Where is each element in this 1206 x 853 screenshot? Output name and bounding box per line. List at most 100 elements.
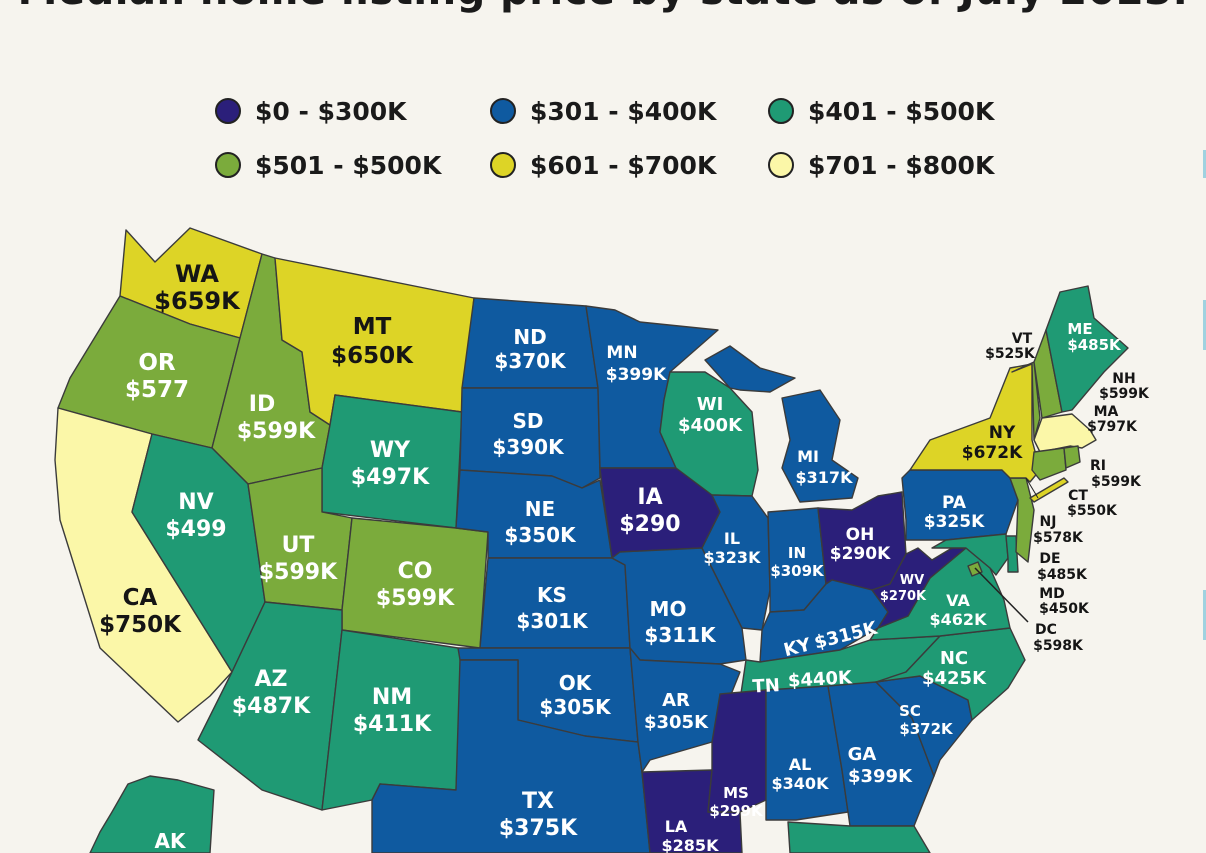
label-ut-price: $599K [259,560,338,585]
label-al-abbr: AL [789,755,812,774]
legend-item-b4: $501 - $500K [215,150,441,180]
label-ia-abbr: IA [637,485,662,510]
label-in-price: $309K [770,562,825,580]
label-mt-price: $650K [331,343,414,369]
state-md[interactable] [931,533,1009,576]
legend-label: $0 - $300K [255,96,407,126]
label-mi-abbr: MI [797,447,819,466]
label-tx-abbr: TX [522,789,554,814]
state-li[interactable] [1029,477,1069,503]
legend-label: $701 - $800K [808,150,995,180]
legend-swatch [768,98,794,124]
label-nj-price: $578K [1033,530,1084,546]
label-sd-abbr: SD [512,409,543,433]
state-labels: WA $659K OR $577 CA $750K ID $599K NV $4… [99,260,1122,853]
state-mi-upper[interactable] [704,345,796,393]
legend-label: $501 - $500K [255,150,442,180]
state-il[interactable] [701,494,771,631]
label-ny-abbr: NY [989,423,1016,443]
label-mi-price: $317K [796,468,854,487]
label-ne-price: $350K [504,523,577,547]
label-ak-abbr: AK [155,829,187,853]
state-ct[interactable] [1031,447,1067,481]
label-la-price: $285K [662,836,720,853]
label-ga-price: $399K [848,766,913,787]
label-ar-price: $305K [644,712,709,733]
label-ks-price: $301K [516,609,589,633]
label-de-price: $485K [1037,567,1088,583]
state-az[interactable] [197,601,343,811]
label-nc-abbr: NC [940,648,968,669]
label-ne-abbr: NE [525,497,555,521]
label-ct-price: $550K [1067,503,1118,519]
label-ma-abbr: MA [1094,404,1119,420]
label-wv-abbr: WV [900,573,924,588]
label-ga-abbr: GA [848,744,877,765]
label-md-price: $450K [1039,601,1090,617]
label-va-abbr: VA [946,591,970,610]
label-nh-price: $599K [1099,386,1150,402]
label-ri-price: $599K [1091,474,1142,490]
state-ny[interactable] [909,363,1041,483]
label-dc-abbr: DC [1035,622,1057,638]
label-oh-price: $290K [830,544,891,564]
label-al-price: $340K [772,774,830,793]
label-nc-price: $425K [922,668,987,689]
label-nm-abbr: NM [372,685,412,710]
label-wa-abbr: WA [175,260,219,288]
state-fl[interactable] [787,821,931,853]
state-wv[interactable] [871,547,967,629]
label-nj-abbr: NJ [1040,514,1057,530]
legend-swatch [490,98,516,124]
label-ms-abbr: MS [723,784,749,802]
label-me-price: $485K [1067,336,1122,354]
state-ms[interactable] [707,689,767,813]
label-tn: TN $440K [752,667,853,697]
state-ak[interactable] [89,775,215,853]
label-nv-price: $499 [165,517,226,542]
label-sc-price: $372K [899,720,954,738]
label-az-price: $487K [232,694,311,719]
label-la-abbr: LA [665,817,688,836]
legend-item-b3: $401 - $500K [768,96,994,126]
label-va-price: $462K [930,610,988,629]
label-md-abbr: MD [1039,586,1065,602]
legend-label: $401 - $500K [808,96,995,126]
legend-swatch [490,152,516,178]
label-wi-abbr: WI [697,394,724,415]
callout-labels: VT $525K NH $599K MA $797K RI $599K CT $… [985,331,1150,654]
label-il-abbr: IL [724,529,740,548]
map-title: Median home listing price by state as of… [0,0,1206,14]
label-ms-price: $299K [709,802,764,820]
label-pa-price: $325K [924,512,985,532]
state-ri[interactable] [1063,445,1081,469]
label-nm-price: $411K [353,712,432,737]
label-ri-abbr: RI [1090,458,1106,474]
edge-mark [1203,300,1206,350]
label-ny-price: $672K [962,443,1023,463]
legend-swatch [215,98,241,124]
label-co-abbr: CO [398,559,433,584]
label-mn-abbr: MN [606,343,637,363]
label-in-abbr: IN [788,544,806,562]
ct-leader-line [1025,477,1039,499]
label-ct-abbr: CT [1068,488,1088,504]
label-sd-price: $390K [492,435,565,459]
label-wy-abbr: WY [370,438,411,463]
state-mi[interactable] [781,389,859,503]
state-de[interactable] [1005,535,1019,573]
label-nd-abbr: ND [513,325,546,349]
label-ut-abbr: UT [282,533,315,558]
legend-swatch [215,152,241,178]
legend-item-b2: $301 - $400K [490,96,716,126]
label-or-price: $577 [125,377,189,403]
label-ca-price: $750K [99,612,182,638]
label-dc-price: $598K [1033,638,1084,654]
label-ok-price: $305K [539,695,612,719]
label-vt-abbr: VT [1012,331,1033,347]
state-vt[interactable] [1011,361,1041,441]
edge-mark [1203,590,1206,640]
legend-swatch [768,152,794,178]
label-co-price: $599K [376,586,455,611]
state-me[interactable] [1045,285,1129,413]
